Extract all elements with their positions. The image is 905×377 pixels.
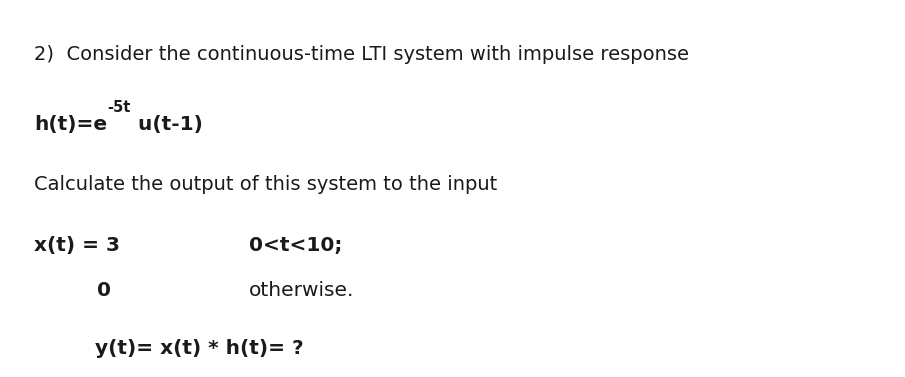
Text: 2)  Consider the continuous-time LTI system with impulse response: 2) Consider the continuous-time LTI syst… bbox=[34, 45, 690, 64]
Text: Calculate the output of this system to the input: Calculate the output of this system to t… bbox=[34, 175, 498, 194]
Text: x(t) = 3: x(t) = 3 bbox=[34, 236, 120, 254]
Text: 0: 0 bbox=[97, 281, 110, 300]
Text: 0<t<10;: 0<t<10; bbox=[249, 236, 342, 254]
Text: -5t: -5t bbox=[108, 100, 131, 115]
Text: otherwise.: otherwise. bbox=[249, 281, 354, 300]
Text: y(t)= x(t) * h(t)= ?: y(t)= x(t) * h(t)= ? bbox=[95, 339, 304, 358]
Text: h(t)=e: h(t)=e bbox=[34, 115, 108, 134]
Text: u(t-1): u(t-1) bbox=[131, 115, 203, 134]
